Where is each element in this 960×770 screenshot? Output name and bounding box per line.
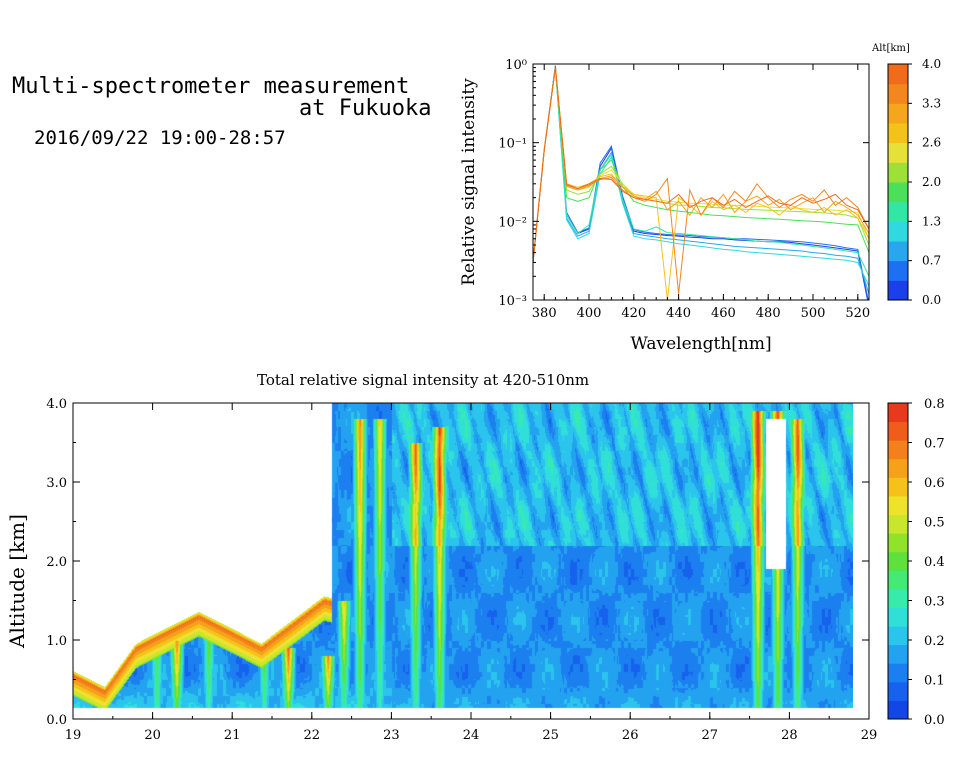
spectrum-ytick-label: 10⁻² [498, 215, 527, 230]
spectrum-colorbar-swatch [888, 123, 908, 144]
spectrum-ytick-label: 10⁻³ [498, 294, 527, 309]
spectrum-plot-frame [532, 63, 870, 301]
heatmap-colorbar-swatch [888, 458, 908, 478]
heatmap-colorbar-swatch [888, 533, 908, 553]
spectrum-colorbar-swatch [888, 182, 908, 203]
spectrum-series-2 [533, 67, 869, 294]
spectrum-ytick-label: 10⁻¹ [498, 137, 527, 152]
spectrum-colorbar-label: 2.6 [922, 136, 941, 150]
spectrum-colorbar-title: Alt[km] [871, 43, 910, 54]
heatmap-colorbar-label: 0.3 [924, 595, 945, 610]
heatmap-colorbar-label: 0.8 [924, 397, 945, 412]
spectrum-colorbar-swatch [888, 201, 908, 222]
spectrum-colorbar-label: 0.0 [922, 293, 941, 307]
heatmap-colorbar-swatch [888, 607, 908, 627]
spectrum-colorbar-swatch [888, 221, 908, 242]
heatmap-xtick-label: 26 [622, 728, 639, 743]
heatmap-colorbar-swatch [888, 570, 908, 590]
spectrum-series-6 [533, 67, 869, 263]
heatmap-colorbar-swatch [888, 477, 908, 497]
heatmap-colorbar-label: 0.5 [924, 516, 945, 531]
heatmap-xtick-label: 24 [463, 728, 480, 743]
spectrum-colorbar-label: 1.3 [922, 214, 941, 228]
heatmap-colorbar-swatch [888, 495, 908, 516]
heatmap-title: Total relative signal intensity at 420-5… [257, 371, 590, 389]
heatmap-xtick-label: 29 [861, 728, 878, 743]
heatmap-field [73, 403, 853, 719]
spectrum-series-5 [533, 67, 869, 263]
spectrum-xtick-label: 460 [711, 306, 736, 321]
heatmap-colorbar-swatch [888, 700, 908, 720]
spectrum-xtick-label: 440 [666, 306, 691, 321]
heatmap-xtick-label: 19 [65, 728, 82, 743]
spectrum-colorbar-swatch [888, 260, 908, 281]
figure-title-line2: at Fukuoka [299, 96, 432, 121]
spectrum-colorbar-swatch [888, 83, 908, 104]
heatmap-colorbar-label: 0.7 [924, 437, 945, 452]
spectrum-xtick-label: 400 [577, 306, 602, 321]
heatmap-xtick-label: 27 [702, 728, 719, 743]
spectrum-xtick-label: 420 [621, 306, 646, 321]
heatmap-xtick-label: 21 [224, 728, 241, 743]
heatmap-colorbar-label: 0.1 [924, 674, 945, 689]
spectrum-colorbar-swatch [888, 162, 908, 183]
heatmap-ytick-label: 4.0 [46, 397, 67, 412]
spectrum-series-10 [533, 67, 869, 294]
heatmap-colorbar-swatch [888, 440, 908, 460]
heatmap-colorbar-swatch [888, 663, 908, 683]
heatmap-colorbar-frame [887, 402, 909, 720]
spectrum-series-3 [533, 67, 869, 287]
heatmap-colorbar-label: 0.6 [924, 476, 945, 491]
heatmap-ytick-label: 2.0 [46, 555, 67, 570]
heatmap-colorbar-swatch [888, 551, 908, 571]
spectrum-colorbar-swatch [888, 64, 908, 85]
heatmap-ytick-label: 0.0 [46, 713, 67, 728]
spectrum-colorbar-frame [887, 63, 909, 301]
spectrum-series-9 [533, 67, 869, 263]
heatmap-xtick-label: 28 [781, 728, 798, 743]
spectrum-ytick-label: 10⁰ [505, 58, 527, 73]
spectrum-xtick-label: 380 [532, 306, 557, 321]
measurement-datetime: 2016/09/22 19:00-28:57 [34, 127, 286, 149]
spectrum-colorbar-label: 2.0 [922, 175, 941, 189]
spectrum-series-8 [533, 67, 869, 300]
heatmap-colorbar-label: 0.4 [924, 555, 945, 570]
heatmap-xtick-label: 20 [144, 728, 161, 743]
spectrum-xlabel: Wavelength[nm] [630, 334, 771, 354]
spectrum-series-4 [533, 67, 869, 277]
spectrum-colorbar-label: 3.3 [922, 96, 941, 110]
heatmap-colorbar-swatch [888, 421, 908, 441]
heatmap-colorbar-swatch [888, 681, 908, 701]
heatmap-colorbar-swatch [888, 588, 908, 608]
heatmap-colorbar-swatch [888, 403, 908, 423]
heatmap-colorbar-swatch [888, 644, 908, 664]
spectrum-xtick-label: 500 [801, 306, 826, 321]
heatmap-ytick-label: 3.0 [46, 476, 67, 491]
spectrum-colorbar-swatch [888, 280, 908, 301]
heatmap-colorbar-swatch [888, 626, 908, 646]
spectrum-series-7 [533, 67, 869, 263]
heatmap-xtick-label: 23 [383, 728, 400, 743]
heatmap-ytick-label: 1.0 [46, 634, 67, 649]
spectrum-series-11 [533, 67, 869, 263]
heatmap-colorbar-label: 0.2 [924, 634, 945, 649]
figure-title-line1: Multi-spectrometer measurement [12, 74, 410, 99]
spectrum-colorbar-swatch [888, 103, 908, 124]
spectrum-ylabel: Relative signal intensity [459, 78, 479, 286]
spectrum-colorbar-swatch [888, 241, 908, 262]
spectrum-colorbar-label: 4.0 [922, 57, 941, 71]
spectrum-series-1 [533, 65, 869, 300]
spectrum-xtick-label: 520 [845, 306, 870, 321]
spectrum-colorbar-swatch [888, 142, 908, 163]
heatmap-xtick-label: 25 [542, 728, 559, 743]
heatmap-xtick-label: 22 [304, 728, 321, 743]
spectrum-series-0 [533, 65, 869, 300]
spectrum-colorbar-label: 0.7 [922, 254, 941, 268]
heatmap-colorbar-swatch [888, 514, 908, 534]
heatmap-colorbar-label: 0.0 [924, 713, 945, 728]
heatmap-ylabel: Altitude [km] [5, 514, 29, 649]
spectrum-xtick-label: 480 [756, 306, 781, 321]
